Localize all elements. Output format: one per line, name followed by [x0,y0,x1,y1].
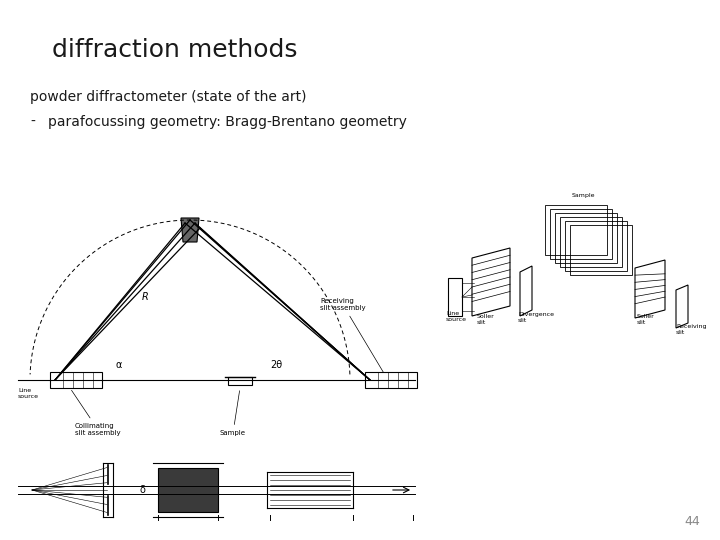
Text: parafocussing geometry: Bragg-Brentano geometry: parafocussing geometry: Bragg-Brentano g… [48,115,407,129]
Text: Receiving
slit: Receiving slit [676,324,706,335]
Text: Receiving
slit assembly: Receiving slit assembly [320,298,384,373]
Bar [365,372,417,388]
Text: powder diffractometer (state of the art): powder diffractometer (state of the art) [30,90,307,104]
Text: Sample: Sample [220,391,246,436]
Text: Soller
slit: Soller slit [477,314,495,325]
Text: R: R [142,292,148,302]
Text: Collimating
slit assembly: Collimating slit assembly [71,390,121,436]
Text: Line
source: Line source [446,311,467,322]
Bar [228,377,252,385]
Text: -: - [30,115,35,129]
Text: 44: 44 [684,515,700,528]
Text: Sample: Sample [571,193,595,198]
Text: Soller
slit: Soller slit [637,314,654,325]
Bar [50,372,102,388]
Polygon shape [181,218,199,242]
Text: diffraction methods: diffraction methods [52,38,297,62]
Text: 2θ: 2θ [270,360,282,370]
Bar [448,278,462,316]
Text: δ: δ [140,485,146,495]
Text: Line
source: Line source [18,388,39,399]
Bar [158,468,218,512]
Text: Divergence
slit: Divergence slit [518,312,554,323]
Text: α: α [115,360,122,370]
